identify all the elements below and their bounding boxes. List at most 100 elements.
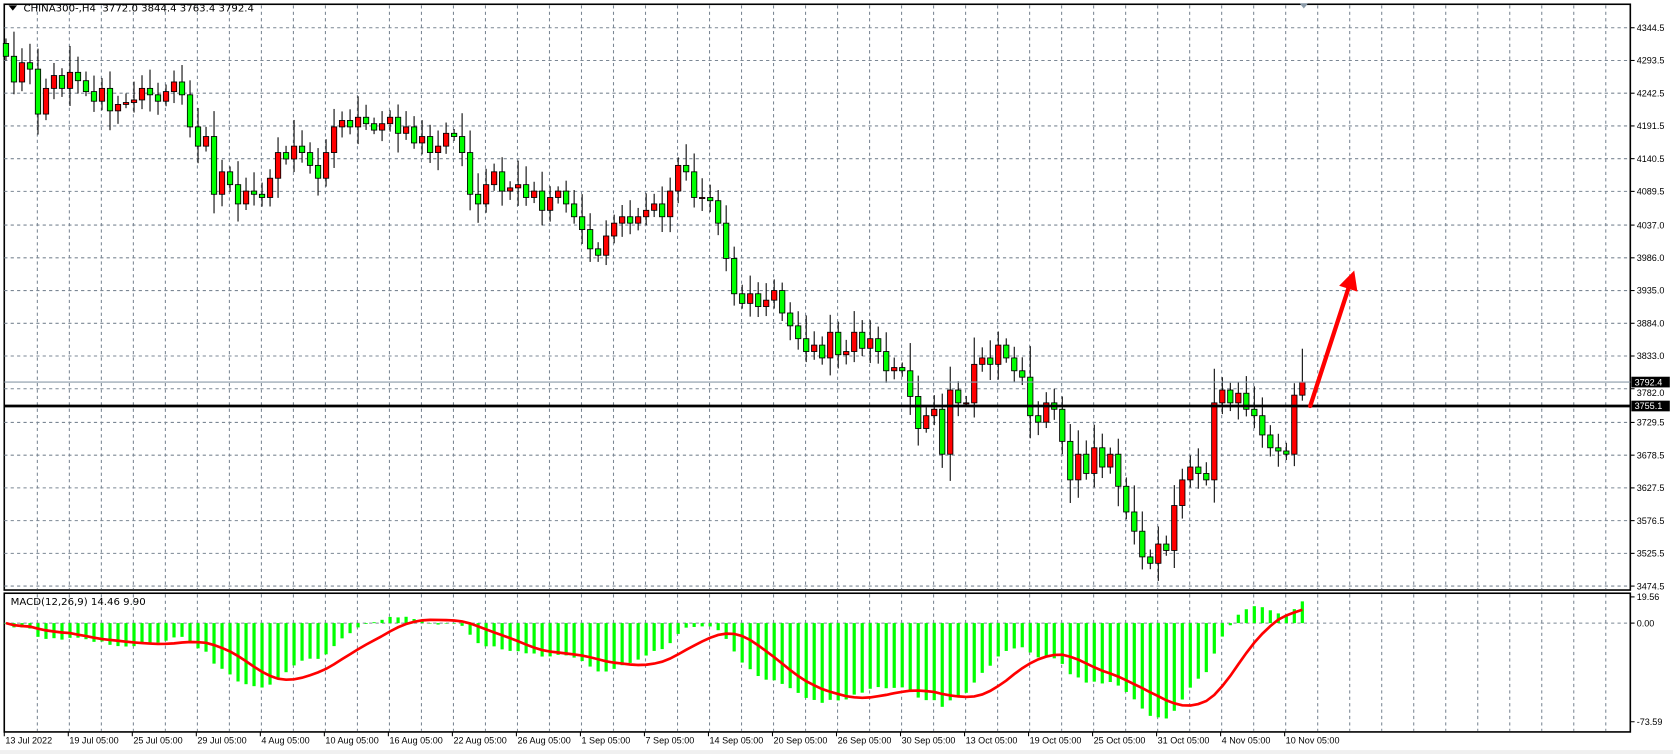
macd-bar: [900, 623, 904, 688]
candle: [635, 207, 642, 231]
candle: [835, 321, 842, 369]
arrow-up-annotation: [1308, 270, 1358, 409]
candle: [803, 315, 810, 363]
dropdown-triangle-icon[interactable]: [8, 5, 18, 11]
status-strip: [0, 750, 1673, 754]
macd-bar: [1028, 623, 1032, 653]
macd-bar: [772, 623, 776, 681]
candle-body: [843, 351, 850, 356]
candle-body: [459, 136, 466, 153]
candle-body: [26, 62, 34, 70]
price-tick-label: 3833.0: [1637, 351, 1665, 361]
candle-body: [963, 402, 970, 405]
candle-body: [771, 290, 778, 301]
candle: [771, 279, 778, 309]
candle: [306, 142, 314, 174]
candle-body: [939, 408, 946, 455]
candle-body: [1035, 415, 1042, 423]
candle-body: [18, 62, 26, 83]
candle-body: [587, 229, 594, 250]
candle: [499, 157, 506, 206]
candle: [394, 104, 402, 153]
candle-body: [378, 123, 386, 131]
macd-bar: [332, 623, 336, 647]
candle-body: [883, 351, 890, 372]
candle: [763, 283, 770, 317]
price-tick-label: 4037.0: [1637, 220, 1665, 230]
candle-body: [1283, 450, 1290, 455]
candle: [218, 159, 226, 207]
candle: [346, 109, 354, 135]
macd-bar: [1188, 623, 1192, 688]
candles: [2, 31, 1306, 581]
macd-bar: [324, 623, 328, 655]
candle-body: [114, 104, 122, 112]
candle: [1195, 448, 1202, 489]
candle-body: [2, 43, 10, 57]
macd-bar: [1268, 610, 1272, 624]
macd-bar: [1228, 623, 1232, 626]
time-tick-label: 4 Nov 05:00: [1222, 736, 1271, 746]
macd-bar: [972, 623, 976, 683]
candle: [362, 104, 370, 130]
macd-bar: [796, 623, 800, 693]
candle-body: [795, 325, 802, 340]
candle-body: [779, 290, 786, 314]
candle-body: [571, 203, 578, 218]
chart-shift-marker-icon: [1299, 3, 1309, 9]
macd-bar: [1084, 623, 1088, 683]
candle: [539, 171, 546, 226]
candle-body: [835, 331, 842, 356]
macd-bar: [380, 619, 384, 624]
candle: [330, 108, 338, 168]
candle: [979, 347, 986, 372]
candle: [651, 193, 658, 218]
candle: [66, 45, 74, 106]
candle-body: [699, 197, 706, 199]
candle-body: [338, 120, 346, 128]
macd-bar: [180, 623, 184, 637]
candle: [258, 182, 266, 207]
time-tick-label: 29 Jul 05:00: [197, 736, 246, 746]
macd-bar: [284, 623, 288, 673]
candle-body: [923, 415, 930, 429]
candle: [282, 145, 290, 165]
candle-body: [1179, 479, 1186, 506]
price-tick-label: 3678.5: [1637, 450, 1665, 460]
candle-body: [226, 171, 234, 186]
macd-panel-frame: [3, 592, 1632, 733]
candle: [1107, 447, 1114, 474]
candle-body: [899, 367, 906, 372]
candle-body: [1275, 447, 1282, 452]
candle-body: [1123, 485, 1130, 513]
candle: [410, 116, 418, 149]
candle: [955, 381, 962, 417]
candle: [2, 38, 10, 61]
candle-body: [58, 75, 66, 89]
macd-bar: [644, 623, 648, 656]
macd-bar: [156, 623, 160, 643]
macd-bar: [1036, 623, 1040, 658]
candle: [451, 128, 458, 141]
price-tick-label: 3729.5: [1637, 418, 1665, 428]
candle-body: [162, 91, 170, 102]
macd-bar: [1164, 623, 1168, 719]
level-price-label-box: [1631, 400, 1670, 412]
candle-body: [915, 396, 922, 429]
candle: [418, 120, 426, 155]
candle: [659, 186, 666, 233]
ohlc-readout: 3772.0 3844.4 3763.4 3792.4: [102, 3, 254, 15]
candle-body: [611, 222, 618, 237]
candle: [186, 80, 194, 138]
candle-body: [1235, 392, 1242, 404]
candle: [675, 157, 682, 204]
time-tick-label: 4 Aug 05:00: [261, 736, 309, 746]
candle-body: [787, 312, 794, 327]
candle-body: [1155, 543, 1162, 564]
candle-body: [1299, 381, 1306, 396]
candle-body: [1019, 370, 1026, 378]
candle: [667, 177, 674, 233]
candle: [1083, 440, 1090, 480]
